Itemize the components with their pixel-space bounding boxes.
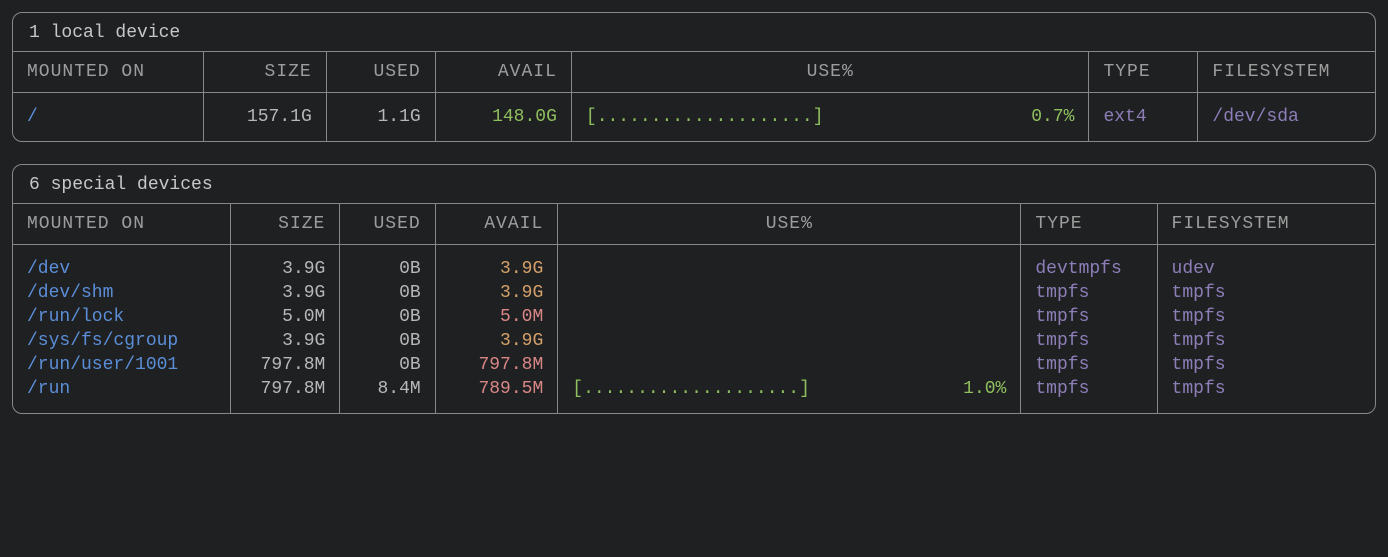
filesystem-cell: tmpfs [1157,377,1375,413]
avail-cell: 3.9G [435,329,558,353]
column-header: SIZE [231,204,340,245]
table-row: /157.1G1.1G148.0G [....................] 0… [13,93,1375,142]
use-percent: 1.0% [942,379,1007,399]
type-cell: tmpfs [1021,329,1157,353]
type-cell: tmpfs [1021,353,1157,377]
mount-cell: /dev [13,245,231,282]
type-cell: ext4 [1089,93,1198,142]
filesystem-cell: tmpfs [1157,281,1375,305]
column-header: USED [326,52,435,93]
filesystem-cell: tmpfs [1157,329,1375,353]
device-table: MOUNTED ONSIZEUSEDAVAILUSE%TYPEFILESYSTE… [13,51,1375,141]
section-title: 6 special devices [13,165,1375,203]
column-header: TYPE [1089,52,1198,93]
column-header: USED [340,204,435,245]
avail-cell: 797.8M [435,353,558,377]
type-cell: tmpfs [1021,281,1157,305]
column-header: FILESYSTEM [1157,204,1375,245]
column-header: USE% [558,204,1021,245]
used-cell: 0B [340,281,435,305]
device-section: 6 special devicesMOUNTED ONSIZEUSEDAVAIL… [12,164,1376,414]
column-header: SIZE [204,52,327,93]
used-cell: 0B [340,245,435,282]
table-row: /dev3.9G0B3.9Gdevtmpfsudev [13,245,1375,282]
table-row: /run797.8M8.4M789.5M[...................… [13,377,1375,413]
use-cell [558,329,1021,353]
size-cell: 3.9G [231,329,340,353]
table-row: /dev/shm3.9G0B3.9Gtmpfstmpfs [13,281,1375,305]
size-cell: 3.9G [231,281,340,305]
size-cell: 797.8M [231,353,340,377]
mount-cell: /sys/fs/cgroup [13,329,231,353]
filesystem-cell: tmpfs [1157,305,1375,329]
use-cell [558,281,1021,305]
column-header: AVAIL [435,204,558,245]
used-cell: 8.4M [340,377,435,413]
use-cell [558,353,1021,377]
used-cell: 0B [340,329,435,353]
mount-cell: /run/lock [13,305,231,329]
size-cell: 3.9G [231,245,340,282]
mount-cell: / [13,93,204,142]
avail-cell: 3.9G [435,281,558,305]
device-section: 1 local deviceMOUNTED ONSIZEUSEDAVAILUSE… [12,12,1376,142]
use-bar: [....................] [572,379,810,399]
use-cell [558,305,1021,329]
disk-usage-output: 1 local deviceMOUNTED ONSIZEUSEDAVAILUSE… [12,12,1376,414]
filesystem-cell: /dev/sda [1198,93,1375,142]
use-percent: 0.7% [1010,107,1075,127]
column-header: MOUNTED ON [13,204,231,245]
type-cell: devtmpfs [1021,245,1157,282]
column-header: USE% [571,52,1089,93]
column-header: AVAIL [435,52,571,93]
use-cell: [....................] 0.7% [571,93,1089,142]
size-cell: 157.1G [204,93,327,142]
avail-cell: 3.9G [435,245,558,282]
filesystem-cell: udev [1157,245,1375,282]
type-cell: tmpfs [1021,377,1157,413]
device-table: MOUNTED ONSIZEUSEDAVAILUSE%TYPEFILESYSTE… [13,203,1375,413]
used-cell: 0B [340,353,435,377]
column-header: FILESYSTEM [1198,52,1375,93]
filesystem-cell: tmpfs [1157,353,1375,377]
avail-cell: 148.0G [435,93,571,142]
mount-cell: /dev/shm [13,281,231,305]
table-row: /run/lock5.0M0B5.0Mtmpfstmpfs [13,305,1375,329]
mount-cell: /run/user/1001 [13,353,231,377]
use-cell [558,245,1021,282]
avail-cell: 789.5M [435,377,558,413]
column-header: MOUNTED ON [13,52,204,93]
used-cell: 0B [340,305,435,329]
used-cell: 1.1G [326,93,435,142]
avail-cell: 5.0M [435,305,558,329]
size-cell: 5.0M [231,305,340,329]
table-row: /sys/fs/cgroup3.9G0B3.9Gtmpfstmpfs [13,329,1375,353]
table-row: /run/user/1001797.8M0B797.8Mtmpfstmpfs [13,353,1375,377]
use-cell: [....................] 1.0% [558,377,1021,413]
section-title: 1 local device [13,13,1375,51]
size-cell: 797.8M [231,377,340,413]
use-bar: [....................] [586,107,824,127]
column-header: TYPE [1021,204,1157,245]
type-cell: tmpfs [1021,305,1157,329]
mount-cell: /run [13,377,231,413]
